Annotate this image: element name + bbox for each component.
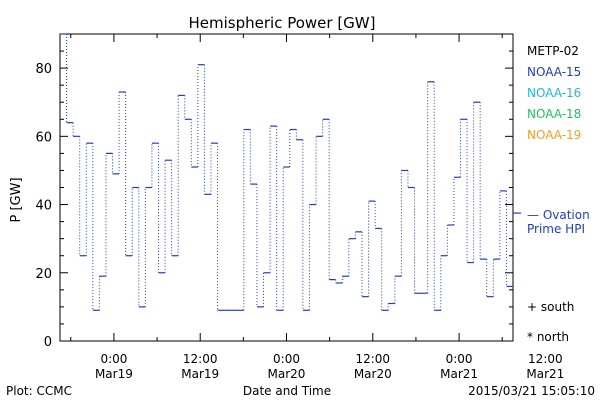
marker-legend-entry: * north — [527, 330, 569, 344]
x-tick-date-label: Mar19 — [95, 367, 133, 381]
x-tick-date-label: Mar21 — [526, 367, 564, 381]
x-tick-time-label: 0:00 — [273, 352, 300, 366]
x-tick-time-label: 12:00 — [183, 352, 218, 366]
x-tick-date-label: Mar20 — [268, 367, 306, 381]
y-tick-label: 60 — [35, 130, 52, 145]
x-tick-time-label: 12:00 — [355, 352, 390, 366]
y-tick-label: 80 — [35, 62, 52, 77]
ovation-legend-line: — Ovation — [527, 208, 590, 222]
plot-border — [59, 33, 514, 342]
x-axis-ticks: 0:00Mar1912:00Mar190:00Mar2012:00Mar200:… — [70, 34, 564, 381]
legend-entry: NOAA-19 — [527, 128, 581, 142]
x-tick-date-label: Mar19 — [181, 367, 219, 381]
marker-legend-entry: + south — [527, 300, 574, 314]
legend-entry: NOAA-16 — [527, 86, 581, 100]
x-tick-time-label: 0:00 — [446, 352, 473, 366]
x-tick-time-label: 12:00 — [528, 352, 563, 366]
series-layer — [60, 33, 513, 311]
x-tick-date-label: Mar20 — [354, 367, 392, 381]
chart-title: Hemispheric Power [GW] — [189, 14, 376, 32]
y-tick-label: 20 — [35, 267, 52, 282]
legend: METP-02 NOAA-15 NOAA-16 NOAA-18 NOAA-19 — [527, 44, 581, 142]
legend-entry: NOAA-15 — [527, 65, 581, 79]
x-axis-label: Date and Time — [243, 384, 331, 398]
marker-legend: + south * north — [527, 300, 574, 344]
y-axis-ticks: 0 20 40 60 80 — [35, 33, 513, 350]
footer-plot-credit: Plot: CCMC — [6, 384, 72, 398]
plot-frame — [59, 33, 514, 342]
footer-timestamp: 2015/03/21 15:05:10 — [468, 384, 595, 398]
x-tick-time-label: 0:00 — [100, 352, 127, 366]
ovation-legend-line: Prime HPI — [527, 222, 585, 236]
x-tick-date-label: Mar21 — [440, 367, 478, 381]
y-tick-label: 0 — [44, 335, 52, 350]
legend-entry: METP-02 — [527, 44, 579, 58]
y-tick-label: 40 — [35, 199, 52, 214]
y-axis-label: P [GW] — [9, 177, 24, 222]
legend-entry: NOAA-18 — [527, 107, 581, 121]
